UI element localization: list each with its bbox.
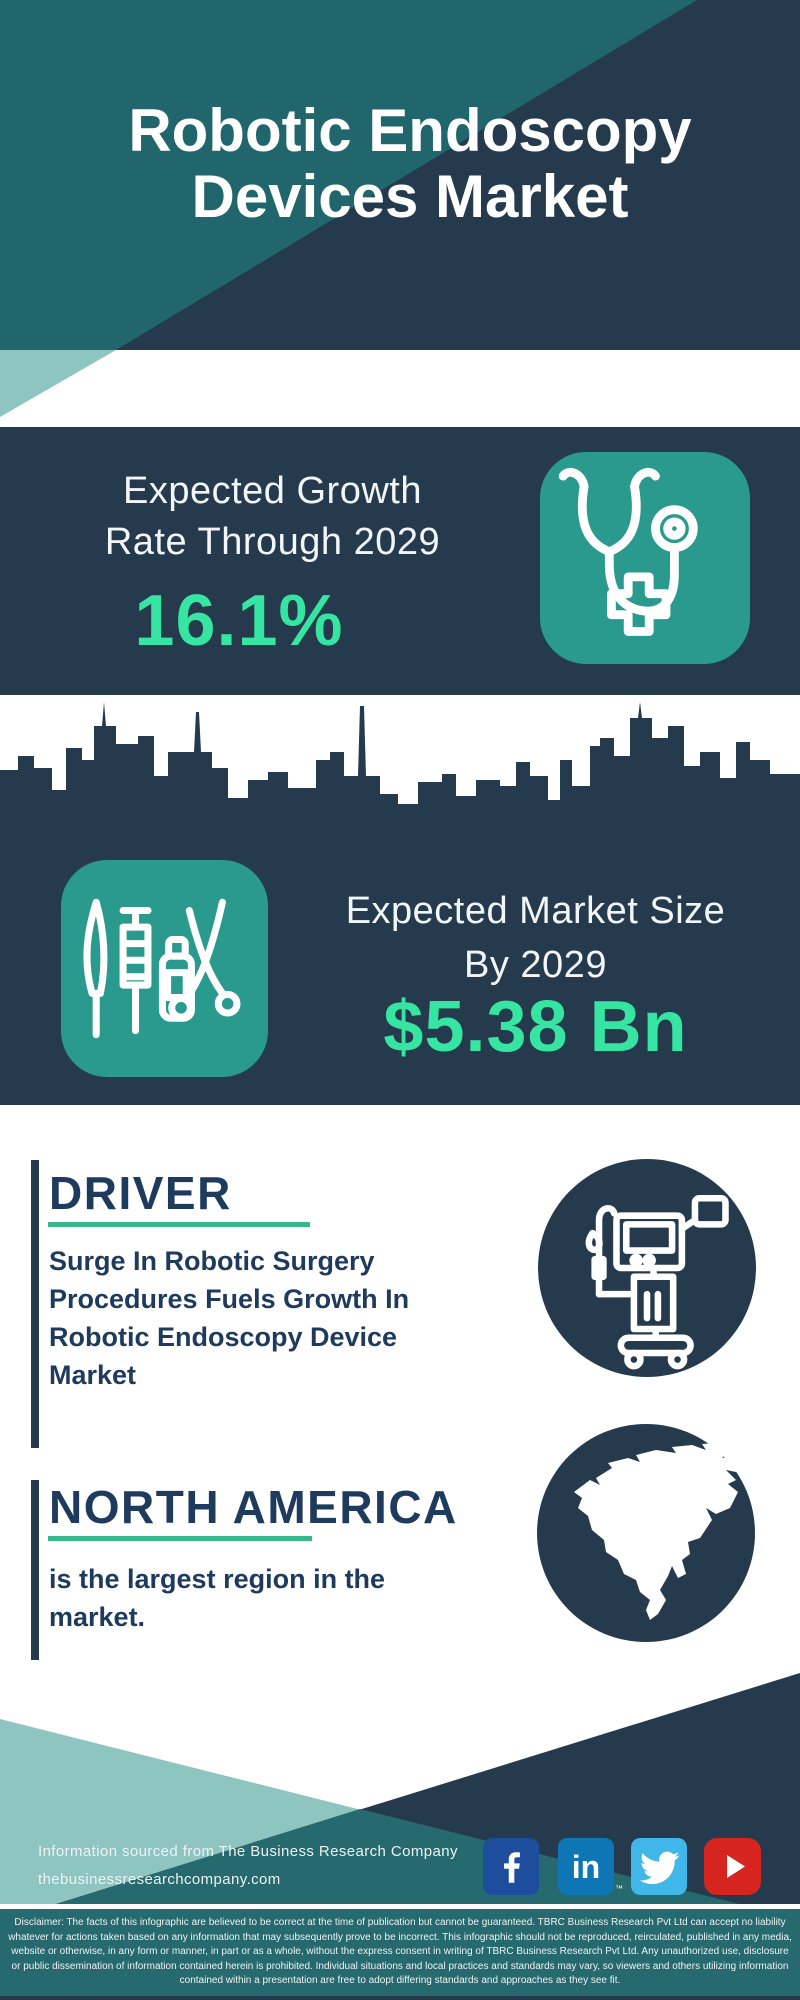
growth-rate-value: 16.1% (134, 581, 344, 661)
growth-label-line1: Expected Growth (123, 470, 422, 512)
facebook-icon[interactable] (483, 1838, 539, 1895)
linkedin-trademark: ™ (615, 1884, 623, 1893)
driver-heading: DRIVER (49, 1167, 232, 1219)
footer-divider-line (0, 1904, 800, 1909)
source-website-link[interactable]: thebusinessresearchcompany.com (38, 1871, 281, 1888)
source-attribution: Information sourced from The Business Re… (38, 1843, 458, 1860)
header-diagonal-shape (116, 0, 800, 350)
linkedin-icon[interactable]: in (558, 1838, 614, 1895)
region-underline (48, 1536, 312, 1541)
market-size-value: $5.38 Bn (383, 987, 688, 1067)
growth-label-line2: Rate Through 2029 (104, 521, 441, 563)
header-background (0, 0, 800, 427)
stethoscope-icon (558, 467, 698, 636)
region-accent-bar (31, 1480, 39, 1668)
driver-circle (538, 1159, 756, 1377)
surgical-tools-icon (83, 898, 241, 1039)
region-heading: NORTH AMERICA (49, 1481, 458, 1533)
twitter-icon[interactable] (631, 1838, 687, 1895)
region-text: is the largest region in the market. (49, 1564, 386, 1632)
endoscopy-machine-icon (585, 1194, 729, 1370)
growth-label: Expected Growth Rate Through 2029 (0, 466, 545, 568)
youtube-icon[interactable] (704, 1838, 761, 1895)
header-corner-triangle (0, 350, 116, 417)
north-america-map-icon (574, 1443, 742, 1620)
market-size-label-line2: By 2029 (464, 944, 607, 986)
svg-text:in: in (572, 1849, 600, 1885)
driver-accent-bar (31, 1160, 39, 1448)
page-title-line2: Devices Market (191, 163, 629, 230)
market-size-label: Expected Market Size By 2029 (268, 884, 800, 992)
city-skyline (0, 695, 800, 826)
surgical-tools-tile (61, 860, 268, 1077)
page-title: Robotic Endoscopy Devices Market (10, 98, 800, 230)
stethoscope-tile (540, 452, 750, 664)
region-circle (537, 1424, 755, 1642)
driver-underline (48, 1222, 310, 1227)
driver-text: Surge In Robotic Surgery Procedures Fuel… (49, 1246, 410, 1390)
bottom-edge-strip (0, 1996, 800, 2000)
disclaimer-text: Disclaimer: The facts of this infographi… (0, 1909, 800, 1996)
market-size-label-line1: Expected Market Size (345, 890, 726, 932)
page-title-line1: Robotic Endoscopy (128, 97, 692, 164)
